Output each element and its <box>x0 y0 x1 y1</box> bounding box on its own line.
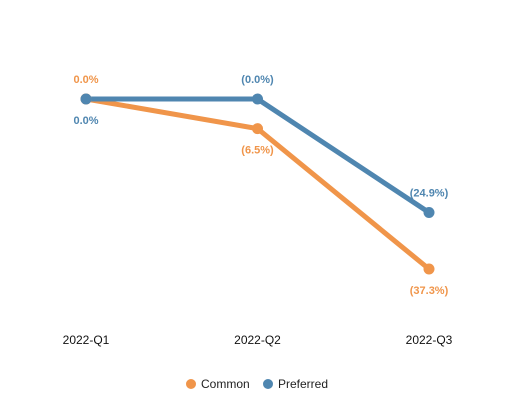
value-label: (0.0%) <box>241 74 274 86</box>
value-label: (37.3%) <box>410 285 449 297</box>
point <box>80 93 92 105</box>
point <box>252 123 263 135</box>
point <box>252 93 263 105</box>
value-label: 0.0% <box>73 115 98 127</box>
point <box>423 263 435 275</box>
legend-marker <box>186 379 196 389</box>
x-tick-label: 2022-Q3 <box>406 333 453 347</box>
point <box>423 206 435 218</box>
legend-label: Common <box>201 377 250 391</box>
value-label: (24.9%) <box>410 187 449 199</box>
legend-marker <box>263 379 273 389</box>
value-label: 0.0% <box>73 74 98 86</box>
value-label: (6.5%) <box>241 145 274 157</box>
x-tick-label: 2022-Q2 <box>234 333 281 347</box>
x-tick-label: 2022-Q1 <box>63 333 110 347</box>
legend-label: Preferred <box>278 377 328 391</box>
